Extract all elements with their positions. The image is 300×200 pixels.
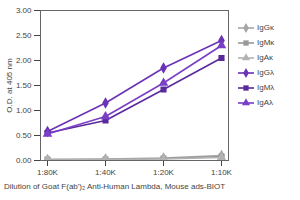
svg-text:2.50: 2.50 bbox=[16, 31, 32, 40]
svg-text:1:80K: 1:80K bbox=[37, 168, 59, 177]
svg-text:1:40K: 1:40K bbox=[95, 168, 117, 177]
html-text:IgMκ: IgMκ bbox=[257, 38, 275, 47]
html-text:IgMλ: IgMλ bbox=[257, 83, 275, 92]
svg-text:3.00: 3.00 bbox=[16, 6, 32, 15]
html-text:IgGλ: IgGλ bbox=[257, 68, 274, 77]
svg-text:1.50: 1.50 bbox=[16, 81, 32, 90]
svg-text:1.00: 1.00 bbox=[16, 106, 32, 115]
html-text:IgAλ: IgAλ bbox=[257, 98, 273, 107]
svg-text:1:10K: 1:10K bbox=[211, 168, 233, 177]
svg-text:O.D. at 405 nm: O.D. at 405 nm bbox=[5, 58, 14, 113]
html-text:IgAκ: IgAκ bbox=[257, 53, 273, 62]
svg-text:0.00: 0.00 bbox=[16, 156, 32, 165]
html-text:IgGκ: IgGκ bbox=[257, 23, 274, 32]
html-text:Dilution of Goat F(ab')₂ Anti-: Dilution of Goat F(ab')₂ Anti-Human Lamb… bbox=[4, 182, 226, 191]
svg-text:0.50: 0.50 bbox=[16, 131, 32, 140]
svg-text:1:20K: 1:20K bbox=[153, 168, 175, 177]
svg-text:2.00: 2.00 bbox=[16, 56, 32, 65]
